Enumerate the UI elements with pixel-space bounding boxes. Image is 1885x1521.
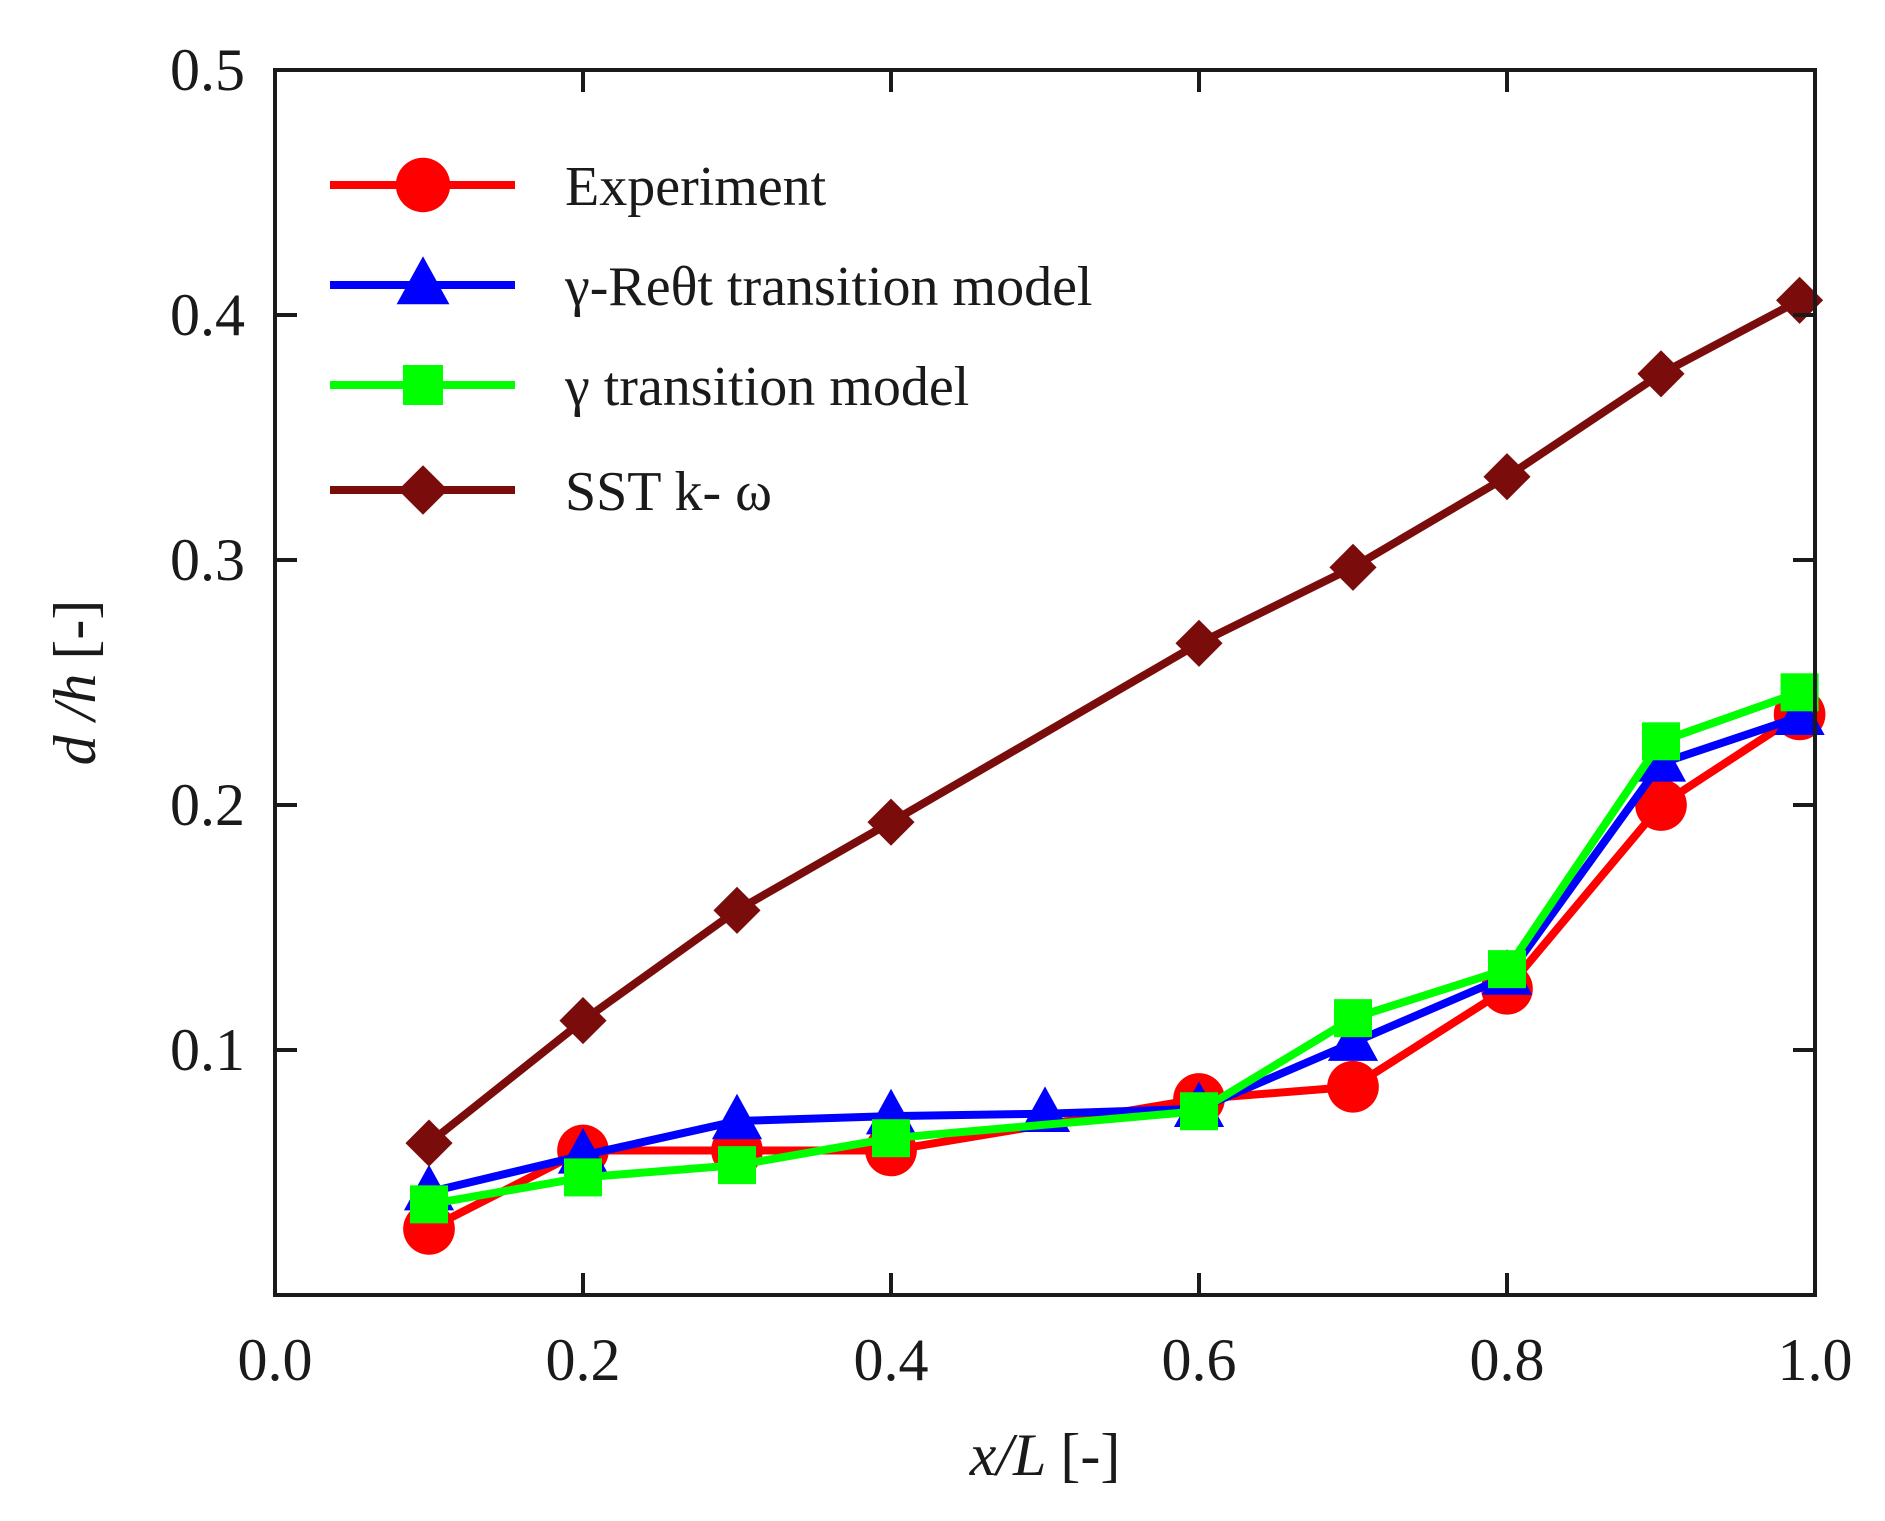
y-tick-label: 0.5 bbox=[170, 37, 245, 103]
legend-marker bbox=[398, 465, 448, 515]
legend-item: γ transition model bbox=[330, 356, 969, 418]
data-point bbox=[1334, 999, 1372, 1038]
data-point bbox=[410, 1185, 448, 1224]
legend-label: γ-Reθt transition model bbox=[564, 256, 1093, 318]
data-point bbox=[1642, 722, 1680, 761]
x-tick-label: 1.0 bbox=[1778, 1327, 1853, 1393]
data-point bbox=[872, 1119, 910, 1158]
legend-item: Experiment bbox=[330, 156, 827, 218]
y-tick-label: 0.4 bbox=[170, 282, 245, 348]
legend-label: SST k- ω bbox=[565, 461, 772, 523]
series-line bbox=[428, 713, 1801, 1196]
legend-marker bbox=[395, 157, 451, 213]
data-point bbox=[1780, 673, 1819, 712]
legend-item: SST k- ω bbox=[330, 461, 772, 523]
x-tick-label: 0.8 bbox=[1470, 1327, 1545, 1393]
data-point bbox=[718, 1146, 756, 1185]
x-tick-label: 0.6 bbox=[1162, 1327, 1237, 1393]
y-tick-label: 0.2 bbox=[170, 772, 245, 838]
data-point bbox=[405, 1119, 453, 1167]
data-point bbox=[1483, 453, 1531, 501]
x-tick-label: 0.2 bbox=[546, 1327, 621, 1393]
data-point bbox=[1774, 689, 1825, 736]
x-tick-label: 0.4 bbox=[854, 1327, 929, 1393]
data-point bbox=[713, 886, 761, 934]
legend-label: γ transition model bbox=[564, 356, 969, 418]
data-point bbox=[1635, 779, 1687, 831]
series-2 bbox=[410, 673, 1819, 1224]
y-tick-label: 0.1 bbox=[170, 1017, 245, 1083]
legend-label: Experiment bbox=[565, 156, 827, 218]
legend-marker bbox=[396, 256, 450, 305]
data-point bbox=[1637, 350, 1685, 398]
y-tick-label: 0.3 bbox=[170, 527, 245, 593]
data-point bbox=[1329, 543, 1377, 591]
data-point bbox=[1327, 1015, 1379, 1061]
data-point bbox=[867, 798, 915, 846]
plot-frame bbox=[273, 68, 1817, 1297]
tick-labels: 0.0 0.2 0.4 0.6 0.8 1.0 0.1 0.2 0.3 0.4 0.5 bbox=[170, 37, 1853, 1393]
data-point bbox=[559, 997, 607, 1045]
series-3 bbox=[405, 276, 1824, 1167]
x-tick-label: 0.0 bbox=[238, 1327, 313, 1393]
series-layer bbox=[403, 276, 1826, 1255]
data-point bbox=[711, 1093, 763, 1140]
data-point bbox=[1180, 1092, 1218, 1131]
legend-marker bbox=[403, 365, 443, 405]
x-axis-title: x/L [-] bbox=[969, 1422, 1121, 1488]
y-axis-title: d /h[-] bbox=[42, 600, 108, 766]
data-point bbox=[1488, 950, 1526, 989]
legend-item: γ-Reθt transition model bbox=[330, 256, 1093, 318]
data-point bbox=[1327, 1060, 1379, 1113]
data-point bbox=[1175, 619, 1223, 667]
data-point bbox=[564, 1158, 602, 1197]
legend: Experiment γ-Reθt transition model γ trans… bbox=[330, 156, 1093, 523]
data-point bbox=[1776, 276, 1824, 324]
ticks-layer bbox=[273, 68, 1817, 1295]
